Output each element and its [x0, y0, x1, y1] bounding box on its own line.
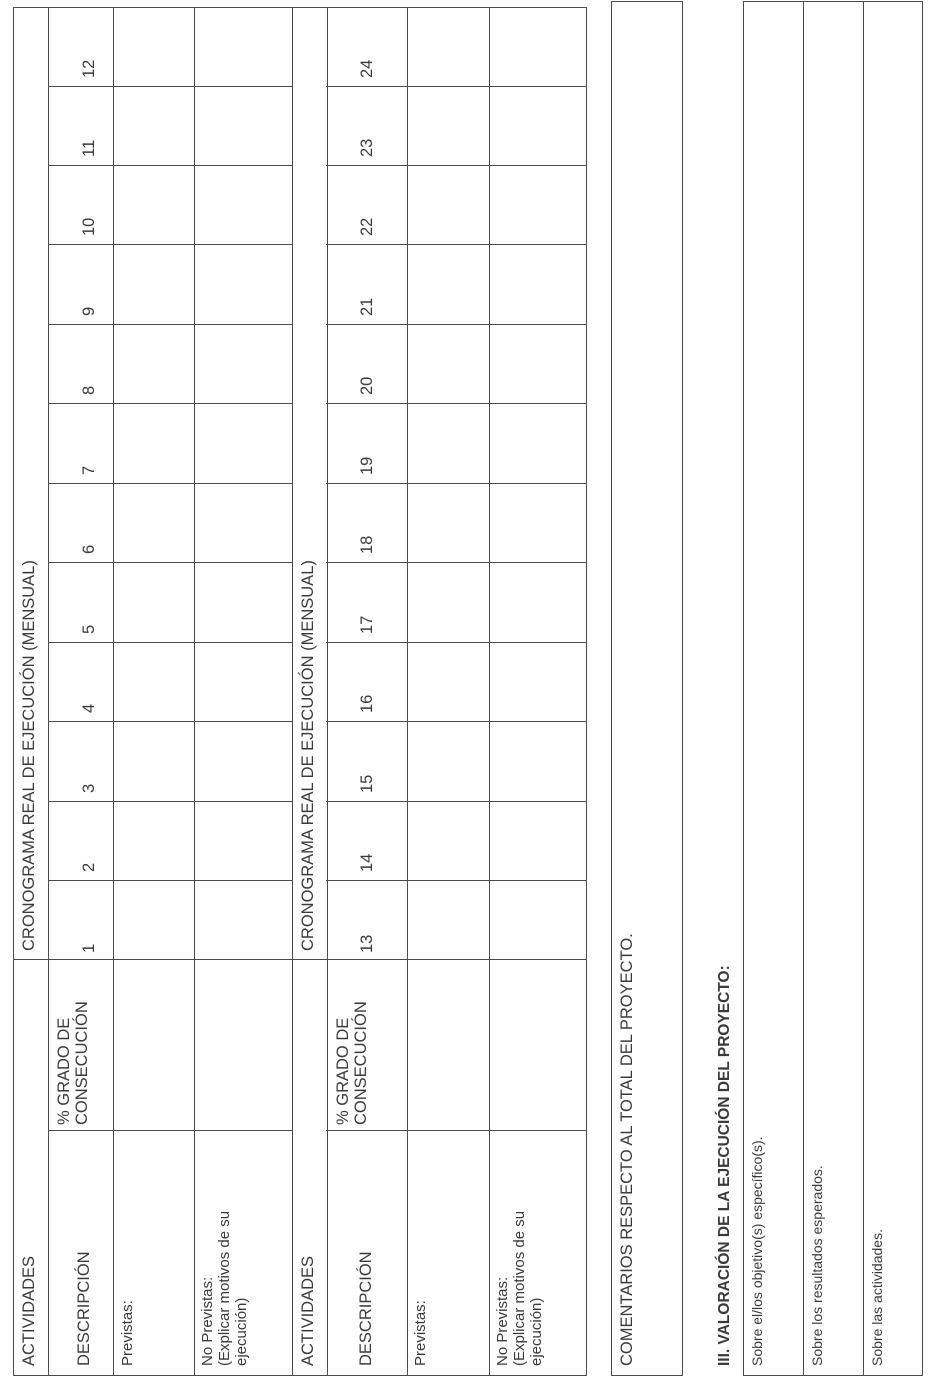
description-header: DESCRIPCIÓN — [75, 1251, 93, 1366]
month-label: 11 — [80, 139, 98, 157]
evaluation-row-results: Sobre los resultados esperados. — [809, 1165, 825, 1366]
description-header: DESCRIPCIÓN — [357, 1251, 375, 1366]
month-label: 21 — [358, 297, 376, 316]
month-label: 3 — [80, 783, 98, 793]
month-label: 9 — [80, 306, 98, 316]
month-label: 18 — [358, 535, 376, 554]
activities-header: ACTIVIDADES — [299, 1255, 317, 1366]
planned-label: Previstas: — [119, 1300, 136, 1366]
month-label: 5 — [80, 624, 98, 634]
unplanned-label: No Previstas: (Explicar motivos de su ej… — [199, 1210, 250, 1366]
timeline-header: CRONOGRAMA REAL DE EJECUCIÓN (MENSUAL) — [299, 560, 317, 951]
evaluation-row-activities: Sobre las actividades. — [869, 1229, 885, 1366]
comments-label: COMENTARIOS RESPECTO AL TOTAL DEL PROYEC… — [618, 933, 636, 1366]
month-label: 16 — [358, 694, 376, 713]
month-label: 13 — [358, 934, 376, 953]
month-label: 12 — [80, 59, 98, 78]
month-label: 2 — [80, 862, 98, 872]
section-iii-title: III. VALORACIÓN DE LA EJECUCIÓN DEL PROY… — [716, 965, 733, 1366]
month-label: 7 — [80, 465, 98, 475]
achievement-header: % GRADO DE CONSECUCIÓN — [334, 1001, 371, 1125]
evaluation-row-objectives: Sobre el/los objetivo(s) específico(s). — [749, 1136, 765, 1366]
month-label: 10 — [80, 217, 98, 236]
month-label: 1 — [80, 943, 98, 953]
month-label: 15 — [358, 774, 376, 793]
achievement-header: % GRADO DE CONSECUCIÓN — [55, 1001, 92, 1125]
activities-header: ACTIVIDADES — [20, 1255, 38, 1366]
timeline-header: CRONOGRAMA REAL DE EJECUCIÓN (MENSUAL) — [20, 560, 38, 951]
month-label: 4 — [80, 703, 98, 713]
month-label: 6 — [80, 544, 98, 554]
comments-box[interactable] — [611, 1, 683, 1376]
planned-label: Previstas: — [412, 1300, 429, 1366]
month-label: 20 — [358, 376, 376, 395]
unplanned-label: No Previstas: (Explicar motivos de su ej… — [494, 1210, 545, 1366]
evaluation-table — [743, 1, 923, 1376]
month-label: 19 — [358, 456, 376, 475]
month-label: 8 — [80, 385, 98, 395]
month-label: 23 — [358, 138, 376, 157]
month-label: 17 — [358, 615, 376, 634]
month-label: 22 — [358, 217, 376, 236]
month-label: 24 — [358, 59, 376, 78]
month-label: 14 — [358, 853, 376, 872]
